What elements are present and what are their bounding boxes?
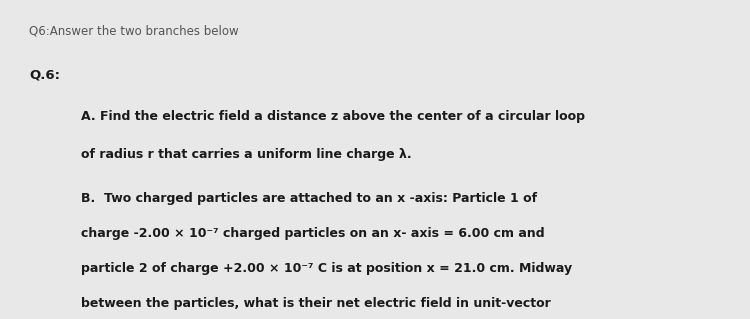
Text: particle 2 of charge +2.00 × 10⁻⁷ C is at position x = 21.0 cm. Midway: particle 2 of charge +2.00 × 10⁻⁷ C is a… — [81, 262, 572, 275]
Text: B.  Two charged particles are attached to an x -axis: Particle 1 of: B. Two charged particles are attached to… — [81, 192, 537, 205]
Text: charge -2.00 × 10⁻⁷ charged particles on an x- axis = 6.00 cm and: charge -2.00 × 10⁻⁷ charged particles on… — [81, 227, 544, 240]
Text: between the particles, what is their net electric field in unit-vector: between the particles, what is their net… — [81, 297, 550, 310]
Text: Q.6:: Q.6: — [29, 69, 61, 82]
Text: of radius r that carries a uniform line charge λ.: of radius r that carries a uniform line … — [81, 147, 411, 160]
Text: Q6:Answer the two branches below: Q6:Answer the two branches below — [29, 25, 239, 37]
Text: A. Find the electric field a distance z above the center of a circular loop: A. Find the electric field a distance z … — [81, 110, 585, 123]
